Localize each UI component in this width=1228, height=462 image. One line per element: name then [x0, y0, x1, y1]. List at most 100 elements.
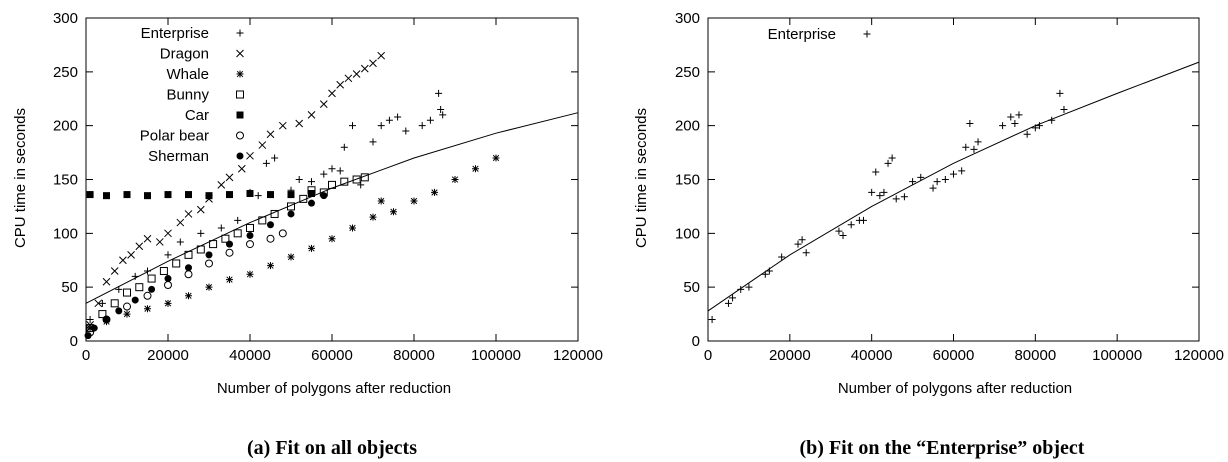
data-point-enterprise	[234, 216, 242, 224]
y-tick-label: 200	[675, 118, 700, 135]
data-point-enterprise	[724, 299, 732, 307]
legend-marker-car	[236, 111, 244, 119]
chart-panel-a: 0 20000 40000 60000 80000 100000 120000 0 50 100 1…	[12, 10, 603, 459]
data-point-enterprise	[941, 176, 949, 183]
data-point-dragon	[344, 74, 353, 83]
legend-marker-bunny	[236, 90, 244, 99]
data-point-dragon	[225, 173, 234, 182]
data-point-polar-bear	[143, 291, 152, 300]
axis-ticks-b: 0 20000 40000 60000 80000 100000 120000 0 50 100 1…	[675, 10, 1224, 364]
data-point-dragon	[369, 59, 377, 68]
data-point-enterprise	[217, 224, 225, 232]
data-point-enterprise	[888, 154, 896, 162]
y-axis-label-a: CPU time in seconds	[12, 108, 29, 248]
data-point-sherman	[185, 264, 192, 272]
data-point-enterprise	[868, 188, 876, 196]
data-point-sherman	[320, 192, 328, 200]
data-point-car	[226, 191, 233, 199]
data-point-enterprise	[708, 315, 716, 323]
legend-b: Enterprise	[768, 26, 871, 43]
data-point-enterprise	[999, 122, 1007, 130]
data-point-enterprise	[86, 315, 94, 323]
data-point-enterprise	[1015, 111, 1023, 119]
data-point-enterprise	[357, 181, 365, 189]
data-point-dragon	[155, 238, 164, 246]
data-point-dragon	[127, 251, 135, 259]
data-point-car	[308, 189, 315, 197]
x-tick-label: 80000	[393, 347, 435, 364]
data-point-whale	[328, 235, 336, 243]
data-point-sherman	[226, 240, 233, 248]
data-point-enterprise	[933, 178, 941, 186]
x-tick-label: 0	[82, 347, 90, 364]
data-points-a	[84, 51, 500, 340]
data-point-enterprise	[377, 122, 385, 130]
data-point-enterprise	[1035, 122, 1043, 130]
y-tick-label: 250	[675, 64, 700, 81]
data-point-sherman	[205, 251, 213, 259]
data-point-car	[144, 192, 151, 200]
data-point-polar-bear	[123, 302, 131, 311]
data-point-enterprise	[437, 106, 445, 114]
data-point-whale	[287, 253, 295, 261]
data-point-polar-bear	[225, 248, 234, 257]
data-point-whale	[86, 324, 94, 332]
y-tick-label: 300	[675, 10, 700, 27]
x-axis-label-a: Number of polygons after reduction	[217, 380, 451, 397]
data-point-enterprise	[402, 127, 410, 135]
data-point-enterprise	[1007, 113, 1015, 121]
x-tick-label: 40000	[851, 347, 893, 364]
data-point-enterprise	[765, 267, 773, 275]
y-tick-label: 0	[70, 333, 78, 350]
data-point-bunny	[123, 288, 131, 297]
data-point-whale	[492, 154, 500, 162]
x-tick-label: 40000	[229, 347, 271, 364]
y-tick-label: 150	[675, 172, 700, 189]
data-point-enterprise	[369, 138, 377, 146]
data-point-sherman	[90, 324, 98, 332]
data-point-enterprise	[962, 143, 970, 151]
data-point-dragon	[307, 111, 316, 119]
data-point-dragon	[110, 267, 119, 275]
y-axis-label-b: CPU time in seconds	[633, 108, 650, 248]
data-point-dragon	[352, 70, 361, 78]
y-tick-label: 50	[683, 279, 700, 296]
data-point-enterprise	[1048, 116, 1056, 124]
data-point-enterprise	[418, 122, 426, 130]
x-axis-label-b: Number of polygons after reduction	[838, 380, 1072, 397]
data-point-enterprise	[385, 116, 393, 124]
data-point-polar-bear	[246, 240, 254, 249]
data-point-bunny	[196, 245, 205, 254]
data-point-car	[287, 191, 295, 199]
data-point-enterprise	[349, 122, 356, 130]
data-point-polar-bear	[164, 281, 172, 290]
data-point-sherman	[246, 231, 254, 239]
data-point-bunny	[270, 209, 279, 218]
data-point-dragon	[94, 299, 103, 308]
data-point-enterprise	[847, 221, 855, 229]
data-point-car	[246, 189, 254, 197]
data-point-dragon	[217, 181, 226, 189]
data-point-enterprise	[794, 240, 802, 248]
data-point-enterprise	[802, 249, 810, 257]
data-point-whale	[390, 208, 397, 216]
data-point-whale	[205, 283, 213, 291]
legend-label-whale: Whale	[166, 66, 209, 83]
data-point-enterprise	[974, 138, 982, 146]
legend-label-bunny: Bunny	[166, 87, 209, 104]
plot-area-frame-a	[85, 17, 579, 342]
data-point-enterprise	[872, 168, 880, 176]
x-tick-label: 120000	[553, 347, 603, 364]
x-tick-label: 80000	[1014, 347, 1056, 364]
x-tick-label: 20000	[147, 347, 189, 364]
axis-ticks-a: 0 20000 40000 60000 80000 100000 120000 0 50 100 1…	[53, 10, 603, 364]
data-point-bunny	[258, 216, 267, 225]
data-point-enterprise	[876, 192, 884, 200]
data-point-whale	[123, 310, 131, 318]
x-tick-label: 120000	[1174, 347, 1224, 364]
y-tick-label: 300	[53, 10, 78, 27]
data-point-enterprise	[1031, 124, 1039, 132]
data-point-sherman	[84, 332, 92, 340]
data-point-dragon	[164, 229, 172, 238]
data-point-enterprise	[900, 193, 908, 201]
